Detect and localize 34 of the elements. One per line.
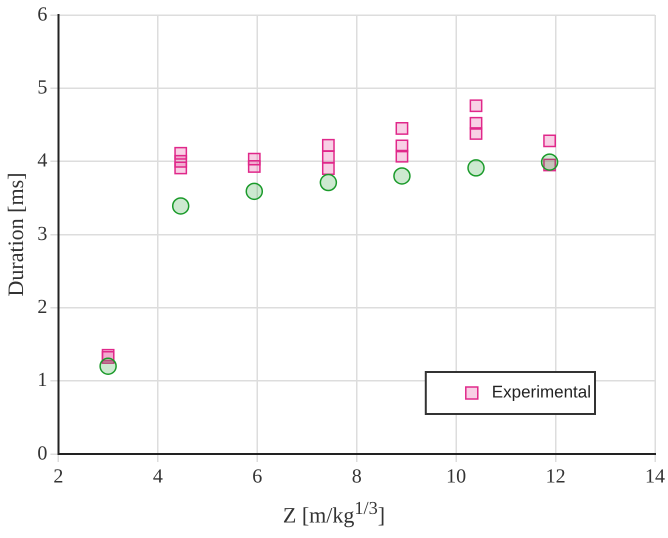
x-tick-label: 10 (446, 465, 466, 488)
x-tick-label: 6 (252, 465, 262, 488)
point (246, 182, 264, 200)
point (322, 138, 335, 152)
x-axis-title: Z [m/kg$^{1/3}$] (282, 498, 386, 528)
x-tick-label: 8 (352, 465, 362, 488)
y-tick-label: 1 (37, 369, 48, 392)
x-tick-label: 4 (152, 465, 163, 488)
point (248, 160, 261, 173)
point (540, 153, 558, 171)
point (470, 127, 482, 140)
point (174, 162, 188, 174)
point (99, 357, 117, 375)
point (396, 122, 408, 135)
point (467, 159, 485, 177)
y-tick-label: 3 (37, 222, 48, 245)
point (320, 174, 338, 192)
y-tick-label: 0 (37, 442, 48, 464)
point (396, 150, 408, 163)
x-tick-label: 14 (645, 465, 665, 488)
legend-label: Experimental (492, 382, 592, 402)
x-tick-label: 2 (53, 465, 64, 488)
y-tick-label: 5 (37, 76, 48, 98)
point (393, 167, 411, 185)
point (322, 150, 335, 164)
y-tick-label: 2 (37, 296, 48, 318)
y-axis-title: Duration [ms] (2, 172, 28, 297)
point (172, 197, 190, 215)
y-tick-label: 4 (37, 150, 48, 172)
y-tick-label: 6 (37, 3, 48, 26)
point (470, 99, 482, 112)
point (543, 134, 556, 148)
x-tick-label: 12 (546, 465, 566, 488)
point (322, 162, 335, 176)
